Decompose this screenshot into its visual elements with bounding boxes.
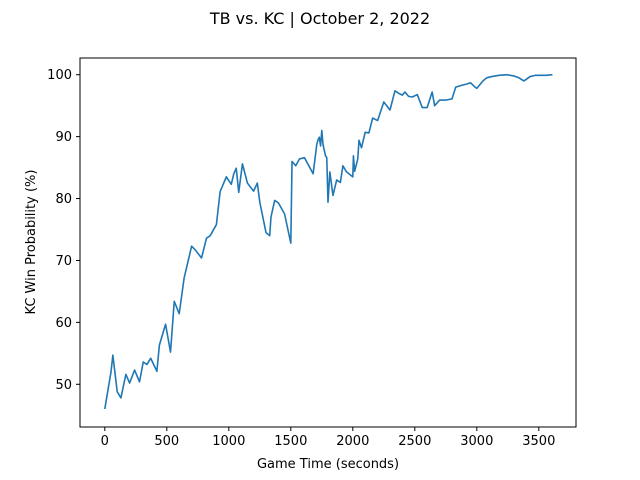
x-tick-label: 3500 (522, 434, 555, 449)
x-tick-label: 1500 (274, 434, 307, 449)
y-tick-label: 80 (55, 192, 72, 207)
chart-title: TB vs. KC | October 2, 2022 (209, 9, 430, 28)
y-tick-label: 70 (55, 254, 72, 269)
y-tick-label: 60 (55, 316, 72, 331)
x-tick-label: 2500 (398, 434, 431, 449)
x-axis-label: Game Time (seconds) (257, 457, 399, 472)
y-tick-label: 100 (47, 68, 72, 83)
plot-area: 0 500 1000 1500 2000 2500 3000 3500 50 60 70 80 90 10… (47, 57, 577, 449)
x-tick-label: 500 (154, 434, 179, 449)
plot-frame (79, 57, 577, 428)
x-tick-label: 1000 (212, 434, 245, 449)
x-tick-label: 2000 (336, 434, 369, 449)
y-tick-label: 90 (55, 130, 72, 145)
x-tick-label: 0 (101, 434, 109, 449)
x-tick-label: 3000 (460, 434, 493, 449)
y-tick-label: 50 (55, 378, 72, 393)
y-axis-label: KC Win Probability (%) (24, 170, 39, 315)
series-line (104, 73, 553, 410)
